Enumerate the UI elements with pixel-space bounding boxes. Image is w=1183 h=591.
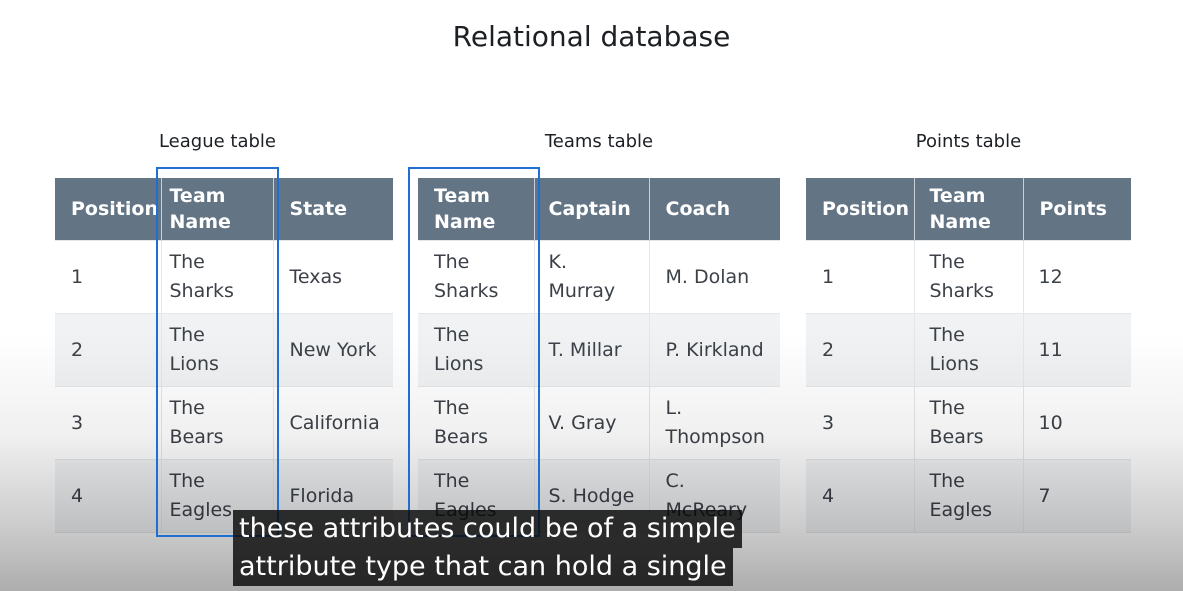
- table-row: 1 The Sharks 12: [806, 240, 1131, 314]
- team-name-cell: The Bears: [418, 386, 535, 460]
- position-cell: 3: [55, 386, 162, 460]
- table-row: The Sharks K. Murray M. Dolan: [418, 240, 780, 314]
- team-name-cell: The Lions: [914, 313, 1024, 387]
- slide-title: Relational database: [452, 20, 731, 53]
- column-header-position: Position: [806, 178, 915, 241]
- position-cell: 1: [806, 240, 915, 314]
- coach-cell: P. Kirkland: [649, 313, 780, 387]
- table-row: 3 The Bears California: [55, 386, 393, 460]
- teams-table-caption: Teams table: [544, 131, 654, 152]
- subtitle-line-2: attribute type that can hold a single: [233, 548, 733, 586]
- column-header-state: State: [273, 178, 393, 241]
- column-header-team-name: Team Name: [161, 178, 274, 241]
- points-table-caption: Points table: [915, 131, 1022, 152]
- team-name-cell: The Lions: [418, 313, 535, 387]
- video-subtitles: these attributes could be of a simple at…: [233, 510, 742, 586]
- position-cell: 2: [55, 313, 162, 387]
- captain-cell: T. Millar: [534, 313, 650, 387]
- teams-table: Team Name Captain Coach The Sharks K. Mu…: [418, 178, 780, 533]
- column-header-captain: Captain: [534, 178, 650, 241]
- league-table: Position Team Name State 1 The Sharks Te…: [55, 178, 393, 533]
- table-row: The Bears V. Gray L. Thompson: [418, 386, 780, 460]
- table-row: 2 The Lions 11: [806, 313, 1131, 387]
- team-name-cell: The Bears: [161, 386, 274, 460]
- points-table: Position Team Name Points 1 The Sharks 1…: [806, 178, 1131, 533]
- coach-cell: L. Thompson: [649, 386, 780, 460]
- captain-cell: K. Murray: [534, 240, 650, 314]
- state-cell: California: [273, 386, 393, 460]
- state-cell: Texas: [273, 240, 393, 314]
- column-header-points: Points: [1023, 178, 1131, 241]
- points-cell: 12: [1023, 240, 1131, 314]
- table-row: 2 The Lions New York: [55, 313, 393, 387]
- table-row: 3 The Bears 10: [806, 386, 1131, 460]
- team-name-cell: The Bears: [914, 386, 1024, 460]
- points-cell: 11: [1023, 313, 1131, 387]
- state-cell: New York: [273, 313, 393, 387]
- column-header-team-name: Team Name: [914, 178, 1024, 241]
- table-header-row: Position Team Name Points: [806, 178, 1131, 241]
- position-cell: 3: [806, 386, 915, 460]
- league-table-caption: League table: [158, 131, 277, 152]
- points-cell: 7: [1023, 459, 1131, 533]
- column-header-coach: Coach: [649, 178, 780, 241]
- position-cell: 4: [55, 459, 162, 533]
- captain-cell: V. Gray: [534, 386, 650, 460]
- team-name-cell: The Eagles: [914, 459, 1024, 533]
- table-row: 1 The Sharks Texas: [55, 240, 393, 314]
- column-header-position: Position: [55, 178, 162, 241]
- table-header-row: Team Name Captain Coach: [418, 178, 780, 241]
- team-name-cell: The Sharks: [418, 240, 535, 314]
- column-header-team-name: Team Name: [418, 178, 535, 241]
- position-cell: 1: [55, 240, 162, 314]
- subtitle-line-1: these attributes could be of a simple: [233, 510, 742, 548]
- position-cell: 2: [806, 313, 915, 387]
- coach-cell: M. Dolan: [649, 240, 780, 314]
- points-cell: 10: [1023, 386, 1131, 460]
- position-cell: 4: [806, 459, 915, 533]
- team-name-cell: The Sharks: [161, 240, 274, 314]
- team-name-cell: The Lions: [161, 313, 274, 387]
- table-row: 4 The Eagles 7: [806, 459, 1131, 533]
- table-header-row: Position Team Name State: [55, 178, 393, 241]
- table-row: The Lions T. Millar P. Kirkland: [418, 313, 780, 387]
- team-name-cell: The Sharks: [914, 240, 1024, 314]
